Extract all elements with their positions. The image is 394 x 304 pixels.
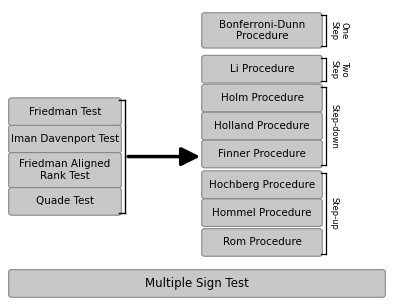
Text: Multiple Sign Test: Multiple Sign Test [145,277,249,290]
Text: Finner Procedure: Finner Procedure [218,149,306,159]
FancyBboxPatch shape [9,153,121,188]
FancyBboxPatch shape [202,84,322,112]
Text: Bonferroni-Dunn
Procedure: Bonferroni-Dunn Procedure [219,19,305,41]
Text: Hochberg Procedure: Hochberg Procedure [209,180,315,190]
Text: Rom Procedure: Rom Procedure [223,237,301,247]
FancyBboxPatch shape [202,199,322,226]
FancyBboxPatch shape [202,171,322,199]
Text: Step-down: Step-down [329,104,338,148]
FancyBboxPatch shape [9,188,121,215]
Text: Iman Davenport Test: Iman Davenport Test [11,134,119,144]
Text: Friedman Aligned
Rank Test: Friedman Aligned Rank Test [19,159,111,181]
Text: Holm Procedure: Holm Procedure [221,93,303,103]
Text: Step-up: Step-up [329,197,338,230]
FancyBboxPatch shape [202,13,322,48]
Text: Quade Test: Quade Test [36,196,94,206]
FancyBboxPatch shape [9,270,385,297]
Text: Hommel Procedure: Hommel Procedure [212,208,312,218]
FancyBboxPatch shape [202,140,322,168]
Text: Friedman Test: Friedman Test [29,107,101,117]
FancyBboxPatch shape [9,125,121,153]
FancyBboxPatch shape [202,229,322,256]
Text: One
Step: One Step [329,21,349,40]
Text: Li Procedure: Li Procedure [230,64,294,74]
Text: Two
Step: Two Step [329,60,349,79]
FancyBboxPatch shape [202,55,322,83]
FancyBboxPatch shape [202,112,322,140]
Text: Holland Procedure: Holland Procedure [214,121,310,131]
FancyBboxPatch shape [9,98,121,126]
